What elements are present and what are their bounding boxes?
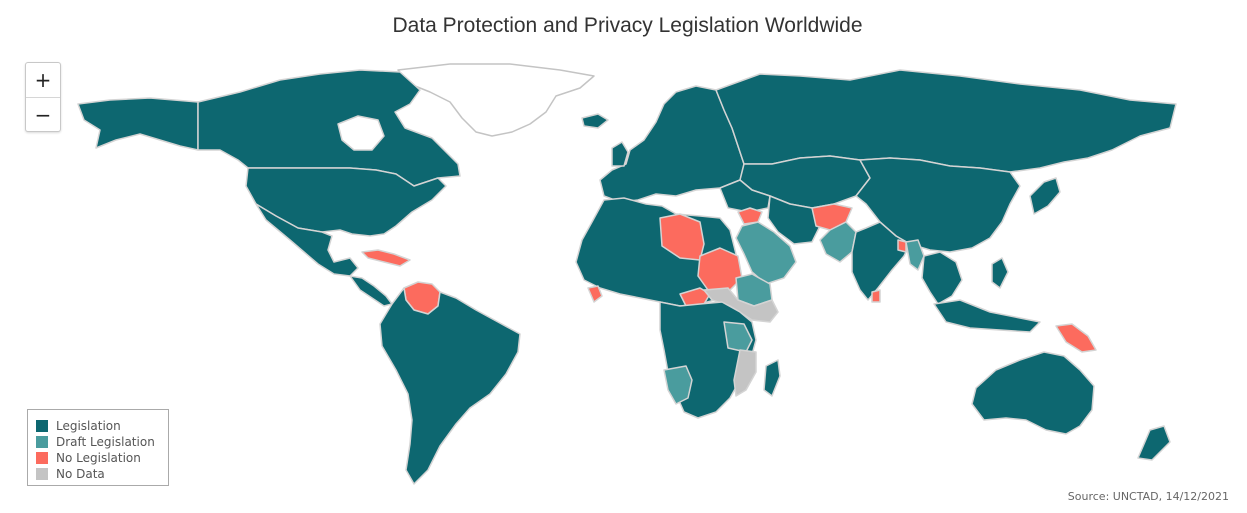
legend-swatch (36, 436, 48, 448)
mexico[interactable] (255, 203, 359, 277)
alaska[interactable] (77, 97, 199, 151)
sri-lanka[interactable] (871, 289, 881, 303)
iceland[interactable] (581, 113, 609, 129)
legend-swatch (36, 420, 48, 432)
syria[interactable] (737, 207, 763, 225)
legend-label: No Data (56, 467, 105, 481)
philippines[interactable] (991, 257, 1009, 289)
saudi-arabia[interactable] (735, 221, 797, 285)
map-title: Data Protection and Privacy Legislation … (392, 14, 863, 37)
china[interactable] (855, 157, 1021, 253)
legend: Legislation Draft Legislation No Legisla… (27, 409, 169, 486)
cuba[interactable] (361, 249, 411, 267)
zoom-in-button[interactable]: + (34, 68, 52, 92)
russia[interactable] (715, 69, 1177, 173)
south-sudan[interactable] (679, 287, 711, 307)
iran[interactable] (767, 195, 821, 245)
sudan[interactable] (697, 247, 743, 291)
legend-swatch (36, 468, 48, 480)
legend-label: Draft Legislation (56, 435, 155, 449)
angola[interactable] (663, 365, 693, 405)
south-america[interactable] (379, 287, 521, 485)
legend-label: No Legislation (56, 451, 141, 465)
japan[interactable] (1029, 177, 1061, 215)
new-zealand[interactable] (1137, 425, 1171, 461)
source-note: Source: UNCTAD, 14/12/2021 (1067, 490, 1229, 503)
legend-item-no-legislation: No Legislation (36, 450, 168, 466)
madagascar[interactable] (763, 359, 781, 397)
papua-new-guinea[interactable] (1055, 323, 1097, 353)
legend-swatch (36, 452, 48, 464)
zoom-control: + − (25, 62, 61, 132)
bangladesh[interactable] (897, 239, 907, 253)
tanzania[interactable] (723, 321, 753, 353)
legend-item-draft-legislation: Draft Legislation (36, 434, 168, 450)
indonesia[interactable] (933, 299, 1041, 333)
pakistan[interactable] (819, 221, 857, 263)
libya[interactable] (659, 213, 705, 261)
united-kingdom[interactable] (611, 141, 629, 167)
central-america[interactable] (349, 275, 393, 307)
hudson-bay (337, 115, 385, 151)
myanmar[interactable] (905, 239, 925, 271)
zoom-out-button[interactable]: − (26, 97, 60, 132)
legend-item-no-data: No Data (36, 466, 168, 482)
australia[interactable] (971, 351, 1095, 435)
greenland[interactable] (397, 63, 595, 137)
legend-item-legislation: Legislation (36, 418, 168, 434)
sierra-leone[interactable] (587, 285, 603, 303)
india[interactable] (851, 221, 911, 301)
southeast-asia[interactable] (921, 251, 963, 305)
legend-label: Legislation (56, 419, 121, 433)
mozambique[interactable] (733, 349, 757, 397)
